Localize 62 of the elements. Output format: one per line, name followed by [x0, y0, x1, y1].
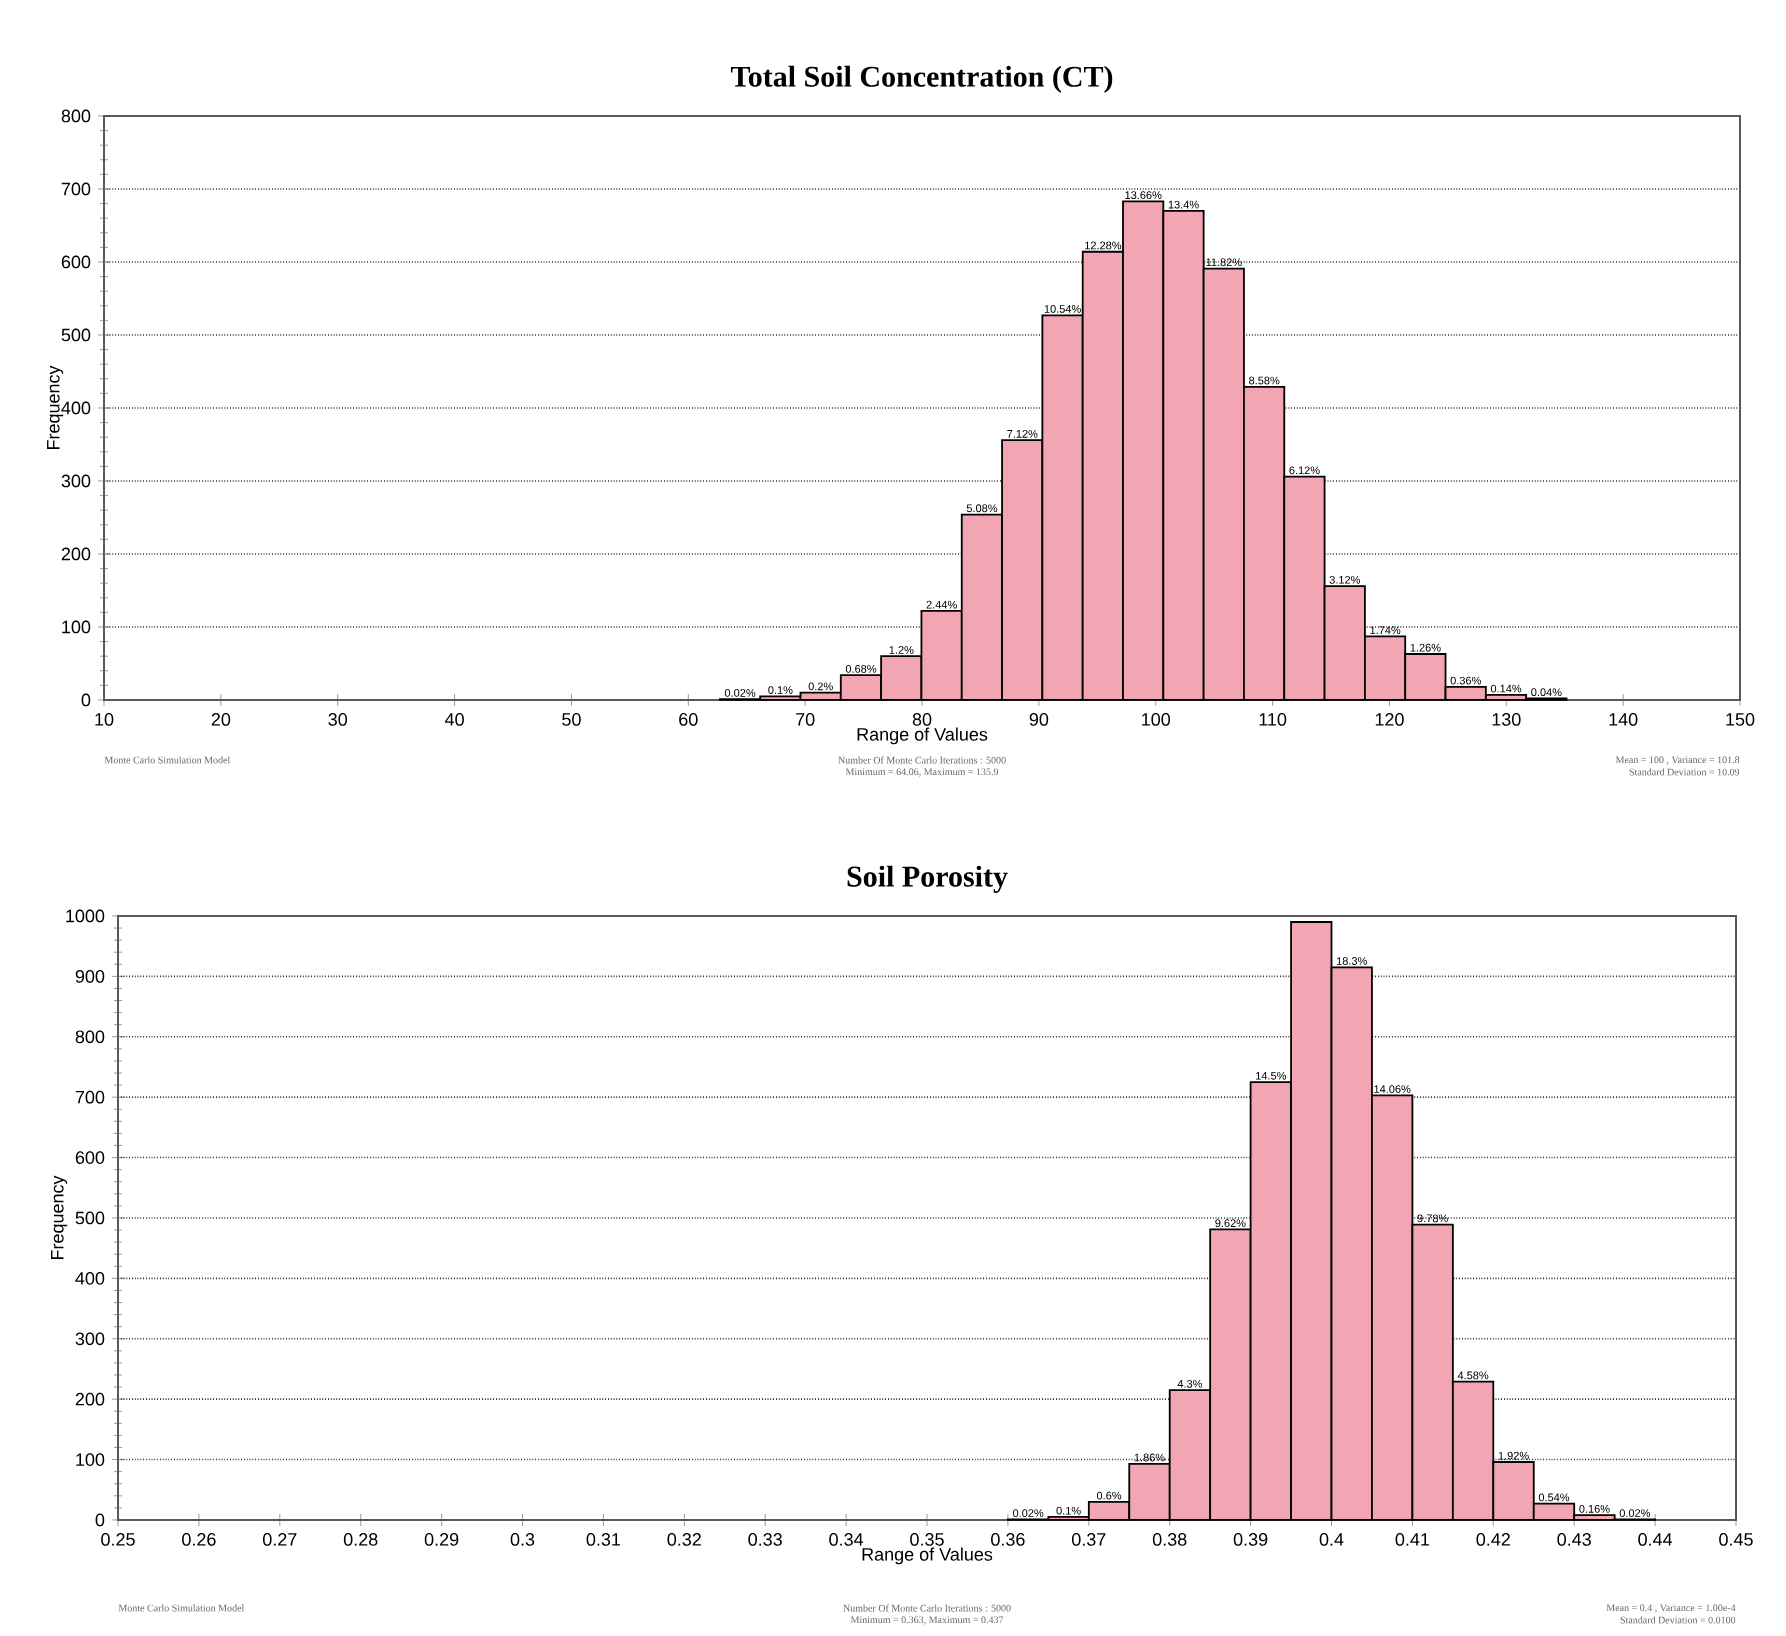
x-tick-label: 0.42: [1476, 1533, 1510, 1546]
x-tick-label: 0.34: [829, 1533, 864, 1546]
chart-title: Soil Porosity: [847, 865, 1008, 893]
x-tick-label: 0.31: [586, 1533, 621, 1546]
x-tick-label: 0.36: [991, 1533, 1025, 1546]
y-tick-label: 300: [75, 1332, 105, 1346]
y-tick-label: 700: [61, 182, 91, 196]
x-tick-label: 50: [562, 713, 581, 726]
y-tick-label: 1000: [66, 909, 105, 923]
y-tick-label: 400: [61, 401, 91, 415]
x-tick-label: 0.37: [1071, 1533, 1106, 1546]
x-tick-label: 110: [1259, 713, 1287, 726]
x-axis-title: Range of Values: [857, 727, 988, 745]
y-tick-label: 100: [62, 620, 91, 634]
y-tick-label: 500: [61, 328, 91, 342]
x-tick-label: 100: [1142, 713, 1171, 726]
x-tick-label: 90: [1029, 713, 1049, 726]
y-axis-title: Frequency: [51, 1175, 68, 1260]
x-tick-label: 0.41: [1395, 1533, 1430, 1546]
x-tick-label: 70: [796, 713, 815, 726]
x-tick-label: 0.45: [1719, 1533, 1753, 1546]
y-tick-label: 200: [75, 1392, 105, 1406]
y-tick-label: 400: [75, 1271, 105, 1285]
x-tick-label: 10: [95, 713, 114, 726]
y-tick-label: 700: [75, 1090, 105, 1104]
x-tick-label: 0.43: [1557, 1533, 1591, 1546]
x-tick-label: 30: [328, 713, 348, 726]
x-tick-label: 0.39: [1233, 1533, 1268, 1546]
x-tick-label: 60: [679, 713, 698, 726]
x-tick-label: 0.32: [667, 1533, 701, 1546]
x-tick-label: 0.27: [262, 1533, 297, 1546]
x-tick-label: 0.38: [1152, 1533, 1187, 1546]
y-tick-label: 500: [75, 1211, 105, 1225]
x-tick-label: 0.35: [910, 1533, 944, 1546]
y-axis-title: Frequency: [47, 365, 64, 450]
x-tick-label: 80: [912, 713, 932, 726]
x-tick-label: 0.44: [1638, 1533, 1673, 1546]
x-tick-label: 130: [1492, 713, 1521, 726]
x-tick-label: 0.4: [1319, 1533, 1344, 1546]
y-tick-label: 0: [95, 1513, 105, 1527]
x-tick-label: 120: [1375, 713, 1404, 726]
y-tick-label: 0: [81, 693, 91, 707]
x-tick-label: 0.29: [424, 1533, 459, 1546]
y-tick-label: 600: [75, 1151, 105, 1164]
y-tick-label: 200: [61, 547, 91, 561]
y-tick-label: 300: [61, 474, 91, 488]
y-tick-label: 800: [61, 109, 91, 123]
x-tick-label: 40: [444, 713, 464, 726]
x-axis-title: Range of Values: [862, 1547, 993, 1565]
x-tick-label: 0.25: [101, 1533, 135, 1546]
y-tick-label: 900: [75, 969, 105, 983]
x-tick-label: 20: [211, 713, 231, 726]
y-tick-label: 600: [61, 255, 91, 269]
y-tick-label: 800: [75, 1030, 105, 1044]
x-tick-label: 0.26: [182, 1533, 216, 1546]
x-tick-label: 0.33: [748, 1533, 782, 1546]
chart-title: Total Soil Concentration (CT): [730, 65, 1113, 93]
x-tick-label: 0.3: [510, 1533, 535, 1546]
x-tick-label: 0.28: [343, 1533, 378, 1546]
y-tick-label: 100: [76, 1453, 105, 1466]
x-tick-label: 150: [1726, 713, 1755, 726]
x-tick-label: 140: [1609, 713, 1638, 726]
